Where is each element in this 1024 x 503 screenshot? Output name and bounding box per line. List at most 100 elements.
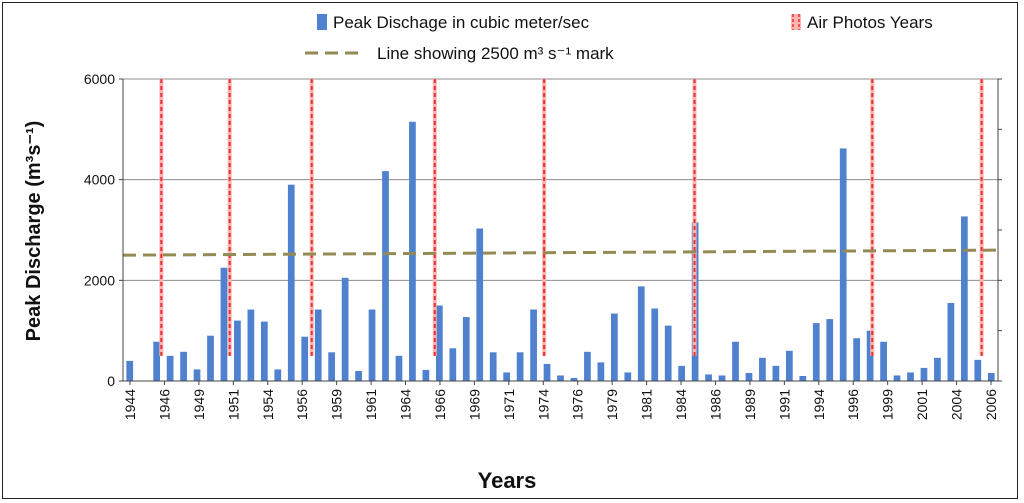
x-tick-label: 1981 (639, 389, 655, 420)
y-tick-label: 6000 (84, 71, 115, 87)
legend-label-bars: Peak Dischage in cubic meter/sec (333, 13, 590, 32)
legend-swatch-bars (317, 14, 327, 30)
x-tick-label: 1989 (742, 389, 758, 420)
x-tick-label: 1944 (122, 389, 138, 420)
legend-label-photos: Air Photos Years (807, 13, 933, 32)
discharge-bar (974, 359, 982, 381)
discharge-bar (610, 313, 618, 381)
discharge-bar (947, 302, 955, 381)
peak-discharge-chart: Peak Dischage in cubic meter/sec Air Pho… (23, 13, 1002, 493)
discharge-bar (543, 363, 551, 381)
x-tick-label: 1986 (708, 389, 724, 420)
discharge-bar (207, 335, 214, 381)
discharge-bar (530, 309, 537, 381)
legend-swatch-photos (791, 14, 801, 30)
discharge-bar (637, 286, 645, 381)
discharge-bar (624, 372, 632, 381)
x-tick-labels: 1944 1946 1949 1951 1954 1956 1959 1961 1964 1966… (122, 389, 999, 420)
axes (119, 78, 1002, 385)
discharge-bar (462, 317, 470, 381)
discharge-bar (678, 365, 686, 381)
discharge-bar (759, 357, 766, 381)
discharge-bar (866, 330, 874, 381)
discharge-bar (449, 348, 457, 381)
discharge-bar (409, 121, 416, 381)
discharge-bar (597, 362, 605, 381)
x-tick-label: 1966 (432, 389, 448, 420)
discharge-bar (799, 375, 807, 381)
discharge-bar (839, 148, 847, 381)
discharge-bar (880, 341, 887, 381)
discharge-bar (314, 309, 322, 381)
x-tick-label: 2004 (949, 389, 965, 420)
discharge-bar (328, 352, 336, 381)
discharge-bar (732, 341, 739, 381)
discharge-bar (772, 365, 780, 381)
discharge-bar (489, 352, 497, 381)
discharge-bar (664, 325, 672, 381)
discharge-bar (920, 367, 928, 381)
discharge-bar (934, 357, 941, 381)
x-tick-label: 1959 (329, 389, 345, 420)
discharge-bar (785, 350, 793, 381)
discharge-bar (301, 336, 309, 381)
x-tick-label: 1971 (501, 389, 517, 420)
discharge-bar (516, 352, 524, 381)
x-tick-label: 1999 (880, 389, 896, 420)
discharge-bar (651, 308, 659, 381)
x-tick-label: 1969 (466, 389, 482, 420)
discharge-bar (368, 309, 376, 381)
discharge-bar (287, 184, 295, 381)
x-tick-label: 1951 (225, 389, 241, 420)
discharge-bar (341, 277, 349, 381)
discharge-bar (718, 375, 726, 381)
legend-label-line: Line showing 2500 m³ s⁻¹ mark (377, 44, 614, 63)
discharge-bar (382, 171, 389, 381)
x-tick-label: 1984 (673, 389, 689, 420)
discharge-bar (893, 375, 901, 381)
discharge-bar (422, 369, 430, 381)
discharge-bar (220, 267, 228, 381)
discharge-bar (705, 374, 712, 381)
x-tick-label: 1979 (604, 389, 620, 420)
x-tick-label: 1996 (845, 389, 861, 420)
y-tick-label: 0 (107, 373, 115, 389)
discharge-bar (503, 372, 511, 381)
discharge-bar (166, 355, 174, 381)
discharge-bar (826, 319, 834, 381)
discharge-bar (355, 370, 362, 381)
discharge-bar (247, 309, 255, 381)
x-tick-label: 1994 (811, 389, 827, 420)
x-tick-label: 1956 (294, 389, 310, 420)
discharge-bar (234, 320, 241, 381)
discharge-bar (907, 372, 914, 381)
discharge-bar (960, 216, 968, 381)
x-tick-label: 1991 (776, 389, 792, 420)
reference-line-2500 (122, 248, 999, 257)
x-tick-label: 1974 (535, 389, 551, 420)
discharge-bar (193, 369, 201, 381)
x-tick-label: 1946 (156, 389, 172, 420)
bars (126, 121, 995, 381)
air-photo-markers (159, 79, 984, 356)
discharge-bar (180, 351, 187, 381)
x-tick-label: 1976 (570, 389, 586, 420)
discharge-bar (435, 305, 443, 381)
reference-line (122, 248, 999, 257)
discharge-bar (126, 360, 134, 381)
x-tick-label: 1949 (191, 389, 207, 420)
x-tick-label: 2006 (983, 389, 999, 420)
discharge-bar (260, 321, 268, 381)
y-axis-title: Peak Discharge (m³s⁻¹) (23, 121, 45, 342)
discharge-bar (570, 377, 578, 381)
discharge-bar (557, 375, 564, 381)
y-tick-label: 2000 (84, 272, 115, 288)
x-tick-label: 2001 (914, 389, 930, 420)
x-tick-label: 1961 (363, 389, 379, 420)
discharge-bar (745, 372, 753, 381)
discharge-bar (853, 338, 861, 381)
discharge-bar (812, 323, 820, 381)
discharge-bar (476, 228, 484, 381)
discharge-bar (153, 341, 161, 381)
